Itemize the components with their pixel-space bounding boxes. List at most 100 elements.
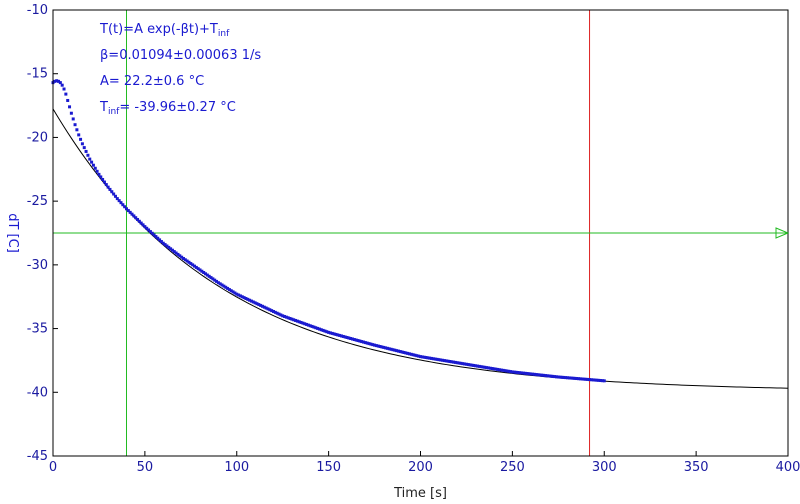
data-point	[577, 377, 581, 381]
data-point	[323, 329, 327, 333]
data-point	[509, 370, 513, 374]
data-point	[417, 354, 421, 358]
data-point	[554, 375, 558, 379]
y-axis-label: dT [C]	[5, 213, 20, 253]
data-point	[586, 377, 590, 381]
data-point	[560, 375, 564, 379]
data-point	[363, 341, 367, 345]
data-point	[141, 223, 145, 227]
data-point	[110, 190, 114, 194]
data-point	[470, 363, 474, 367]
data-point	[253, 301, 257, 305]
data-point	[224, 285, 228, 289]
data-point	[270, 309, 274, 313]
fit-annotation: T(t)=A exp(-βt)+Tinf β=0.01094±0.00063 1…	[99, 22, 261, 117]
data-point	[119, 201, 123, 205]
data-point	[77, 133, 81, 137]
data-point	[334, 332, 338, 336]
data-point	[147, 228, 151, 232]
data-point	[237, 293, 241, 297]
data-point	[413, 353, 417, 357]
data-point	[540, 373, 544, 377]
data-point	[600, 379, 604, 383]
x-tick-label: 350	[684, 460, 709, 475]
data-point	[518, 371, 522, 375]
data-point	[301, 321, 305, 325]
data-point	[547, 374, 551, 378]
data-point	[286, 316, 290, 320]
data-point	[218, 282, 222, 286]
data-point	[281, 314, 285, 318]
data-point	[159, 240, 163, 244]
data-point	[200, 269, 204, 273]
data-point	[474, 364, 478, 368]
data-point	[488, 366, 492, 370]
data-point	[564, 376, 568, 380]
data-point	[277, 312, 281, 316]
data-point	[216, 281, 220, 285]
data-point	[308, 324, 312, 328]
fit-equation-sub: inf	[218, 29, 230, 39]
data-point	[457, 361, 461, 365]
data-point	[185, 259, 189, 263]
data-point	[139, 221, 143, 225]
data-point	[64, 92, 68, 96]
data-point	[297, 320, 301, 324]
data-point	[273, 310, 277, 314]
data-point	[461, 362, 465, 366]
data-point	[310, 324, 314, 328]
data-point	[299, 320, 303, 324]
data-point	[163, 243, 167, 247]
data-point	[378, 345, 382, 349]
x-ticks: 0 50 100 150 200 250 300 350 400	[49, 451, 800, 475]
data-point	[80, 142, 84, 146]
y-tick-label: -45	[27, 449, 48, 464]
data-point	[106, 185, 110, 189]
data-point	[424, 356, 428, 360]
data-point	[255, 302, 259, 306]
data-point	[538, 373, 542, 377]
data-point	[558, 375, 562, 379]
data-point	[84, 149, 88, 153]
data-point	[176, 252, 180, 256]
data-point	[137, 219, 141, 223]
data-point	[358, 339, 362, 343]
data-point	[266, 307, 270, 311]
data-point	[512, 370, 516, 374]
data-point	[292, 318, 296, 322]
data-point	[494, 367, 498, 371]
data-point	[439, 358, 443, 362]
fit-amplitude: A= 22.2±0.6 °C	[100, 74, 204, 89]
data-point	[154, 235, 158, 239]
x-tick-label: 250	[500, 460, 525, 475]
y-tick-label: -35	[27, 322, 48, 337]
data-point	[312, 325, 316, 329]
data-point	[499, 368, 503, 372]
y-tick-label: -20	[27, 130, 48, 145]
data-point	[128, 210, 132, 214]
data-point	[446, 359, 450, 363]
data-point	[90, 160, 94, 164]
data-point	[227, 288, 231, 292]
data-point	[420, 355, 424, 359]
data-points	[51, 79, 606, 383]
data-point	[362, 340, 366, 344]
data-point	[549, 374, 553, 378]
x-tick-label: 200	[408, 460, 433, 475]
data-point	[305, 322, 309, 326]
data-point	[483, 365, 487, 369]
cursor-arrow-icon[interactable]	[775, 227, 790, 239]
data-point	[433, 357, 437, 361]
data-point	[442, 359, 446, 363]
data-point	[211, 277, 215, 281]
data-point	[385, 346, 389, 350]
data-point	[338, 333, 342, 337]
data-point	[134, 216, 138, 220]
data-point	[152, 233, 156, 237]
data-point	[389, 347, 393, 351]
data-point	[88, 157, 92, 161]
data-point	[248, 298, 252, 302]
data-point	[213, 278, 217, 282]
data-point	[475, 364, 479, 368]
data-point	[523, 371, 527, 375]
